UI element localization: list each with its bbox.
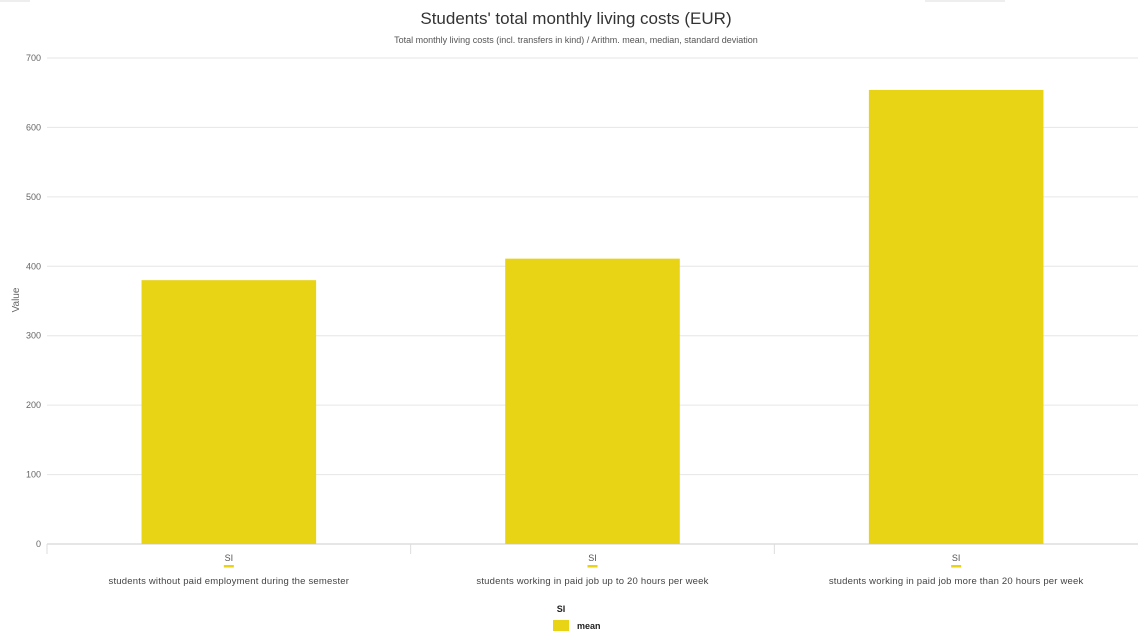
top-left-bar: [0, 0, 30, 2]
legend-title: SI: [557, 604, 566, 614]
y-tick-label: 300: [26, 331, 41, 341]
chart-title: Students' total monthly living costs (EU…: [420, 9, 731, 28]
group-swatch: [223, 565, 234, 568]
group-label: SI: [588, 553, 597, 563]
bar[interactable]: [505, 258, 680, 544]
category-label: students working in paid job more than 2…: [829, 576, 1084, 587]
top-right-bar: [925, 0, 1005, 2]
bars: [141, 89, 1044, 545]
y-tick-label: 0: [36, 539, 41, 549]
y-tick-label: 400: [26, 261, 41, 271]
y-tick-label: 700: [26, 53, 41, 63]
y-tick-label: 500: [26, 192, 41, 202]
y-axis-label: Value: [11, 287, 22, 312]
y-tick-label: 600: [26, 122, 41, 132]
bar[interactable]: [141, 280, 317, 544]
legend-swatch: [553, 620, 569, 631]
x-axis-categories: SI students without paid employment durin…: [46, 544, 1084, 587]
group-swatch: [587, 565, 598, 568]
category-label: students working in paid job up to 20 ho…: [476, 576, 708, 587]
y-tick-label: 200: [26, 400, 41, 410]
legend-entry-mean[interactable]: mean: [577, 621, 601, 631]
legend[interactable]: SI mean: [553, 604, 601, 631]
bar[interactable]: [868, 89, 1044, 545]
group-label: SI: [952, 553, 961, 563]
y-axis-ticks: 0 100 200 300 400 500 600 700: [26, 53, 41, 549]
category-label: students without paid employment during …: [109, 576, 350, 587]
y-tick-label: 100: [26, 470, 41, 480]
group-label: SI: [225, 553, 234, 563]
chart-subtitle: Total monthly living costs (incl. transf…: [394, 35, 758, 45]
group-swatch: [951, 565, 962, 568]
